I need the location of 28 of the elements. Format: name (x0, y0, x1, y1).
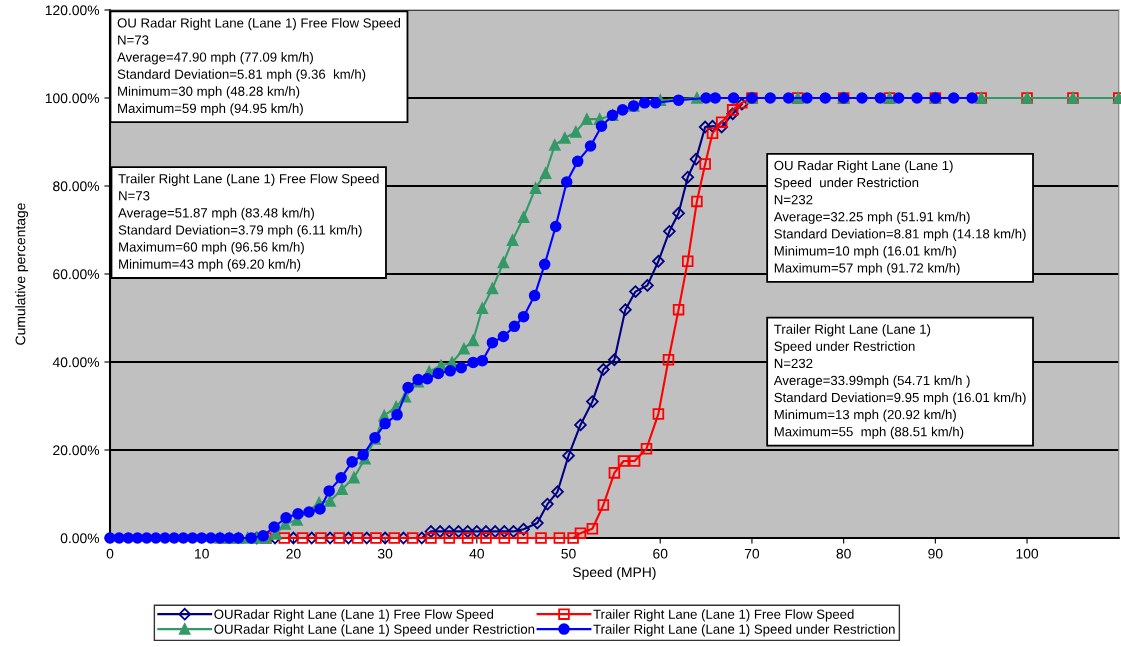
y-tick-label: 100.00% (45, 93, 100, 104)
annotation: Trailer Right Lane (Lane 1) Free Flow Speed N=73 Average=51.87 mph (83.48 km/h) Standard Deviation=3.79 mph (6.11 km/h) Maximum=60 mph (96.56 km/h) Minimum=43 mph (69.20 km/h) (118, 173, 379, 272)
y-tick-label: 60.00% (53, 269, 100, 280)
x-tick-label: 70 (744, 548, 760, 559)
legend-label: OURadar Right Lane (Lane 1) Speed under Restriction (214, 624, 535, 637)
x-tick-label: 30 (377, 548, 393, 559)
legend-label: Trailer Right Lane (Lane 1) Free Flow Speed (593, 609, 854, 622)
annotation: OU Radar Right Lane (Lane 1) Speed under Restriction N=232 Average=32.25 mph (51.91 km/h) Standard Deviation=8.81 mph (14.18 km/h) Minimum=10 mph (16.01 km/h) Maximum=57 mph (91.72 km/h) (773, 160, 1026, 276)
annotation: OU Radar Right Lane (Lane 1) Free Flow Speed N=73 Average=47.90 mph (77.09 km/h) Standard Deviation=5.81 mph (9.36 km/h) Minimum=30 mph (48.28 km/h) Maximum=59 mph (94.95 km/h) (117, 17, 401, 116)
x-tick-label: 90 (928, 548, 943, 559)
legend-label: OURadar Right Lane (Lane 1) Free Flow Speed (214, 609, 494, 622)
x-tick-label: 20 (286, 548, 301, 559)
x-tick-label: 0 (106, 548, 114, 559)
y-tick-label: 20.00% (53, 445, 100, 456)
x-tick-label: 10 (195, 548, 209, 559)
x-tick-label: 60 (653, 548, 668, 559)
x-axis-title: Speed (MPH) (572, 566, 656, 580)
annotation: Trailer Right Lane (Lane 1) Speed under Restriction N=232 Average=33.99mph (54.71 km/h ) Standard Deviation=9.95 mph (16.01 km/h) Minimum=13 mph (20.92 km/h) Maximum=55 mph (88.51 km/h) (773, 324, 1026, 439)
y-tick-label: 0.00% (60, 533, 100, 544)
y-tick-label: 40.00% (52, 357, 100, 368)
y-tick-label: 80.00% (53, 181, 100, 192)
legend-label: Trailer Right Lane (Lane 1) Speed under Restriction (593, 624, 895, 637)
x-tick-label: 80 (836, 548, 851, 559)
y-axis-title: Cumulative percentage (15, 203, 29, 345)
y-tick-label: 120.00% (45, 5, 100, 16)
x-tick-label: 100 (1016, 548, 1039, 559)
x-tick-label: 40 (469, 548, 484, 559)
x-tick-label: 50 (561, 548, 576, 559)
